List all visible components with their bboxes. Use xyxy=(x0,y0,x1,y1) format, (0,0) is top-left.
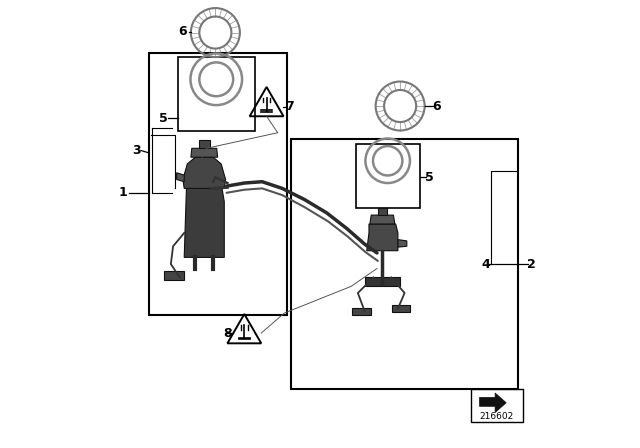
Text: 216602: 216602 xyxy=(480,412,514,421)
Text: 3: 3 xyxy=(132,144,141,157)
Text: 4: 4 xyxy=(481,258,490,271)
Polygon shape xyxy=(191,148,218,157)
Polygon shape xyxy=(392,306,410,312)
Text: 6: 6 xyxy=(179,25,187,38)
Bar xyxy=(291,139,518,389)
Text: 7: 7 xyxy=(285,100,294,113)
Polygon shape xyxy=(177,173,184,182)
Polygon shape xyxy=(164,271,184,280)
Bar xyxy=(177,57,255,130)
Bar xyxy=(356,144,420,208)
Text: 6: 6 xyxy=(433,99,441,112)
Text: 5: 5 xyxy=(159,112,168,125)
Text: 5: 5 xyxy=(425,171,433,184)
Polygon shape xyxy=(365,277,400,286)
Text: 8: 8 xyxy=(223,327,232,340)
Polygon shape xyxy=(370,215,395,224)
Text: 1: 1 xyxy=(119,186,127,199)
Polygon shape xyxy=(352,308,371,315)
Bar xyxy=(378,208,387,215)
Polygon shape xyxy=(479,393,506,413)
Bar xyxy=(148,52,287,315)
Polygon shape xyxy=(367,224,398,251)
Bar xyxy=(199,140,209,148)
Polygon shape xyxy=(398,240,407,247)
Bar xyxy=(472,389,523,422)
Text: 2: 2 xyxy=(527,258,536,271)
Polygon shape xyxy=(183,157,226,188)
Polygon shape xyxy=(184,188,224,258)
